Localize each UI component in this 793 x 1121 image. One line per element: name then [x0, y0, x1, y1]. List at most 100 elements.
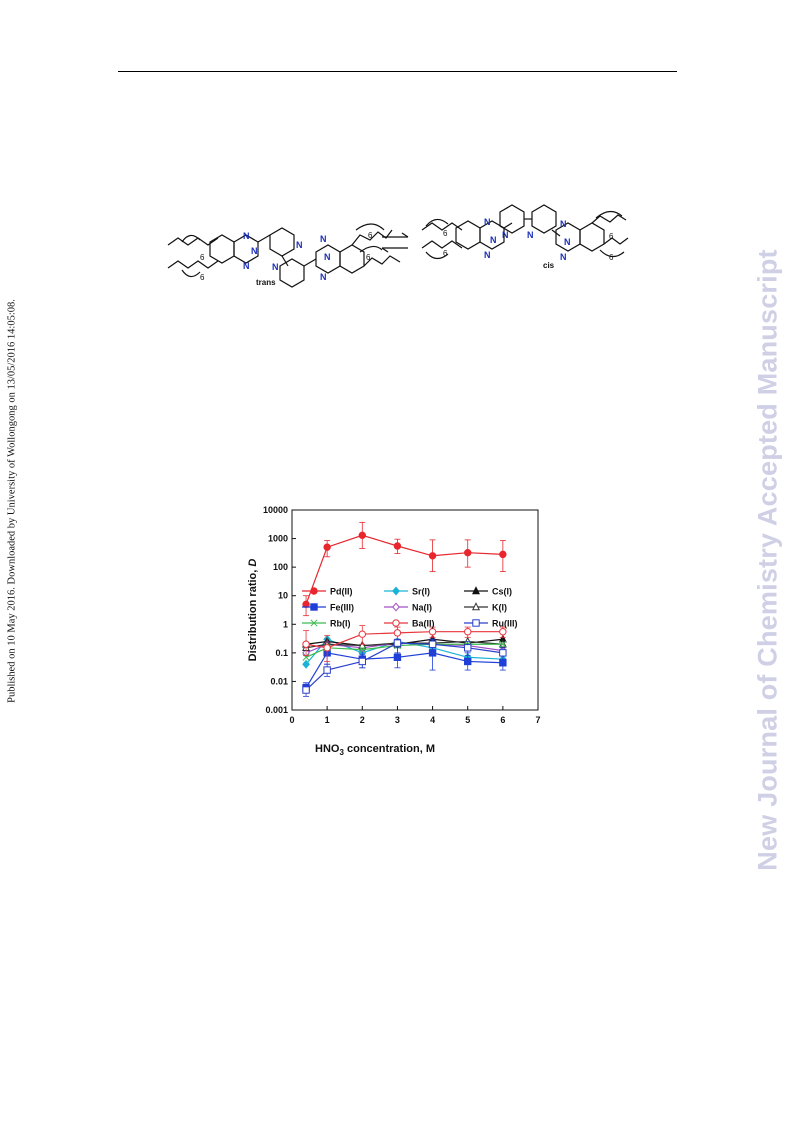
- data-point: [428, 628, 437, 636]
- cis-cyclohexyl-ring-left: [455, 220, 481, 250]
- chain-length-label: 6: [368, 231, 373, 240]
- cis-cyclohexyl-ring-right: [579, 222, 605, 252]
- data-point: [393, 639, 402, 647]
- n-atom-label: N: [560, 219, 567, 229]
- data-point: [358, 531, 366, 540]
- y-tick-label: 0.01: [270, 676, 288, 686]
- pyridine-ring-1: [269, 227, 295, 257]
- legend-label: Fe(III): [330, 603, 354, 613]
- n-atom-label: N: [560, 252, 567, 262]
- n-atom-label: N: [272, 262, 279, 272]
- data-point: [499, 550, 507, 559]
- n-atom-label: N: [243, 261, 250, 271]
- series-pdii: [302, 521, 507, 617]
- data-point: [393, 653, 402, 661]
- y-tick-label: 100: [273, 562, 288, 572]
- x-tick-label: 3: [395, 715, 400, 725]
- pyridine-ring-2: [279, 258, 305, 288]
- y-tick-label: 10000: [263, 505, 288, 515]
- chain-length-label: 6: [200, 273, 205, 282]
- chain-length-label: 6: [366, 253, 371, 262]
- n-atom-label: N: [251, 246, 258, 256]
- data-point: [310, 619, 318, 627]
- cis-trans-scheme: N N N N N N N N N N N N N N N N 6 6 6 6 …: [167, 204, 629, 288]
- n-atom-label: N: [296, 240, 303, 250]
- data-point: [358, 640, 367, 649]
- data-point: [323, 666, 331, 674]
- data-point: [393, 542, 402, 550]
- x-tick-label: 7: [535, 715, 540, 725]
- trans-label: trans: [256, 278, 276, 287]
- n-atom-label: N: [320, 234, 327, 244]
- series-sri: [302, 634, 507, 669]
- chain-length-label: 6: [609, 232, 614, 241]
- data-point: [392, 586, 400, 596]
- publication-note-text: Published on 10 May 2016. Downloaded by …: [6, 299, 18, 703]
- series-ruiii: [302, 638, 507, 697]
- n-atom-label: N: [527, 230, 534, 240]
- x-tick-label: 2: [360, 715, 365, 725]
- n-atom-label: N: [324, 252, 331, 262]
- data-point: [358, 630, 366, 638]
- data-point: [499, 659, 507, 667]
- alkyl-chain-lower: [167, 260, 219, 269]
- legend-label: Cs(I): [492, 587, 512, 597]
- data-point: [302, 686, 310, 694]
- data-point: [358, 646, 366, 654]
- series-baii: [302, 625, 507, 662]
- triazine-ring-left: [233, 234, 259, 264]
- chain-length-label: 6: [200, 253, 205, 262]
- data-point: [464, 644, 472, 652]
- y-tick-label: 0.001: [265, 705, 288, 715]
- cyclohexyl-ring-right: [339, 244, 365, 274]
- x-tick-label: 0: [289, 715, 294, 725]
- plot-frame: [291, 509, 539, 711]
- distribution-ratio-chart: 0 1 2 3 4 5 6 7 0.001 0.01 0.1 1 10 100 1000 10000 Pd(II…: [247, 505, 541, 757]
- n-atom-label: N: [484, 217, 491, 227]
- legend-label: Sr(I): [412, 587, 430, 597]
- data-point: [392, 602, 400, 612]
- watermark-text: New Journal of Chemistry Accepted Manusc…: [752, 249, 783, 871]
- cis-triazine-ring-left: [479, 220, 505, 250]
- data-point: [499, 640, 507, 648]
- n-atom-label: N: [564, 237, 571, 247]
- data-point: [471, 586, 481, 595]
- x-axis-title: HNO3 concentration, M: [315, 743, 435, 757]
- data-point: [358, 657, 366, 666]
- data-point: [464, 657, 472, 666]
- data-point: [472, 619, 480, 627]
- legend-label: Ba(II): [412, 619, 435, 629]
- data-point: [499, 628, 507, 636]
- cis-label: cis: [543, 261, 555, 270]
- data-point: [499, 649, 507, 657]
- legend-label: K(I): [492, 603, 507, 613]
- n-atom-label: N: [490, 235, 497, 245]
- legend: Pd(II) Sr(I) Cs(I) Fe(III) Na(I) K(I) Rb(I) Ba(…: [302, 586, 518, 629]
- y-tick-label: 10: [278, 591, 288, 601]
- data-point: [302, 653, 310, 661]
- legend-label: Na(I): [412, 603, 432, 613]
- cis-pyridine-ring-1: [499, 204, 525, 234]
- data-point: [464, 549, 472, 557]
- x-tick-label: 1: [325, 715, 330, 725]
- chain-length-label: 6: [443, 249, 448, 258]
- x-tick-label: 5: [465, 715, 470, 725]
- data-point: [464, 628, 472, 636]
- data-point: [323, 644, 331, 652]
- data-point: [428, 552, 437, 560]
- data-point: [310, 587, 318, 595]
- x-tick-label: 4: [430, 715, 435, 725]
- n-atom-label: N: [502, 230, 509, 240]
- x-tick-label: 6: [500, 715, 505, 725]
- n-atom-label: N: [484, 250, 491, 260]
- y-axis-title: Distribution ratio, D: [247, 559, 259, 662]
- legend-label: Pd(II): [330, 587, 353, 597]
- n-atom-label: N: [243, 231, 250, 241]
- data-point: [302, 659, 310, 669]
- series-line: [305, 642, 503, 691]
- data-point: [392, 619, 400, 627]
- data-point: [428, 640, 437, 648]
- legend-label: Rb(I): [330, 619, 351, 629]
- data-point: [302, 640, 310, 648]
- y-tick-label: 1: [283, 619, 288, 629]
